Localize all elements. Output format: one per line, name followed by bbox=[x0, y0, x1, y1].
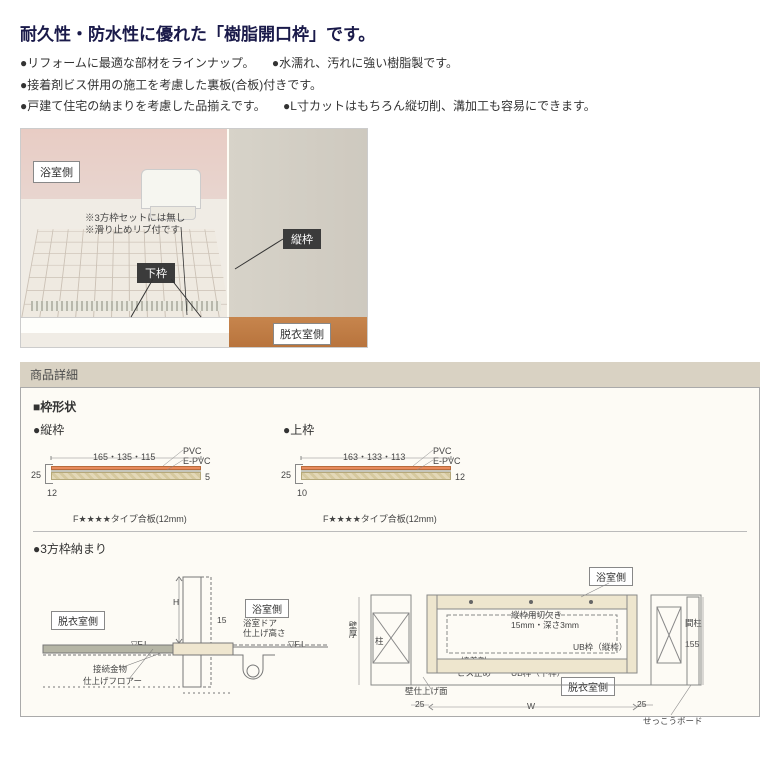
bullet-list: ●リフォームに最適な部材をラインナップ。 ●水濡れ、汚れに強い樹脂製です。 ●接… bbox=[20, 53, 760, 118]
profile-vertical: ●縦枠 165・135・115 25 12 5 PVC E-PVC bbox=[33, 421, 243, 525]
shape-title: ■枠形状 bbox=[33, 398, 747, 415]
bath-stool bbox=[141, 169, 201, 209]
bullet: ●水濡れ、汚れに強い樹脂製です。 bbox=[272, 56, 458, 70]
bullet: ●戸建て住宅の納まりを考慮した品揃えです。 bbox=[20, 99, 266, 113]
plan-drawing: 浴室側 脱衣室側 柱 間柱 せっこうボード W 25 25 155 縦枠用切欠き… bbox=[351, 567, 721, 727]
details-bar: 商品詳細 bbox=[20, 362, 760, 387]
tri-title: ●3方枠納まり bbox=[33, 540, 747, 557]
caption-b: F★★★★タイプ合板(12mm) bbox=[323, 512, 493, 525]
badge-bottom-frame: 下枠 bbox=[137, 263, 175, 283]
triframe-row: 脱衣室側 浴室側 浴室ドア 仕上げ高さ ▽F.L ▽F.L H 15 接続金物 … bbox=[33, 567, 747, 727]
caption-a: F★★★★タイプ合板(12mm) bbox=[73, 512, 243, 525]
bullet: ●L寸カットはもちろん縦切削、溝加工も容易にできます。 bbox=[283, 99, 596, 113]
details-box: ■枠形状 ●縦枠 165・135・115 25 12 5 PVC E-PVC bbox=[20, 387, 760, 717]
profiles-row: ●縦枠 165・135・115 25 12 5 PVC E-PVC bbox=[33, 421, 747, 525]
profile-a-label: ●縦枠 bbox=[33, 421, 243, 438]
profile-b-label: ●上枠 bbox=[283, 421, 493, 438]
note-no-3side: ※3方枠セットには無し bbox=[85, 213, 185, 225]
profile-a-drawing: 165・135・115 25 12 5 PVC E-PVC bbox=[33, 444, 243, 508]
note-rib: ※滑り止めリブ付です bbox=[85, 225, 180, 237]
bullet: ●接着剤ビス併用の施工を考慮した裏板(合板)付きです。 bbox=[20, 78, 322, 92]
badge-vertical-frame: 縦枠 bbox=[283, 229, 321, 249]
headline: 耐久性・防水性に優れた「樹脂開口枠」です。 bbox=[20, 20, 760, 45]
badge-dressing-side: 脱衣室側 bbox=[273, 323, 331, 345]
drain-grate bbox=[31, 301, 221, 311]
profile-top: ●上枠 163・133・113 25 10 12 PVC E-PVC bbox=[283, 421, 493, 525]
section-drawing: 脱衣室側 浴室側 浴室ドア 仕上げ高さ ▽F.L ▽F.L H 15 接続金物 … bbox=[33, 567, 333, 717]
badge-bathroom-side: 浴室側 bbox=[33, 161, 80, 183]
hero-illustration: 浴室側 ※3方枠セットには無し ※滑り止めリブ付です 下枠 縦枠 脱衣室側 bbox=[20, 128, 368, 348]
profile-b-drawing: 163・133・113 25 10 12 PVC E-PVC bbox=[283, 444, 493, 508]
bullet: ●リフォームに最適な部材をラインナップ。 bbox=[20, 56, 255, 70]
